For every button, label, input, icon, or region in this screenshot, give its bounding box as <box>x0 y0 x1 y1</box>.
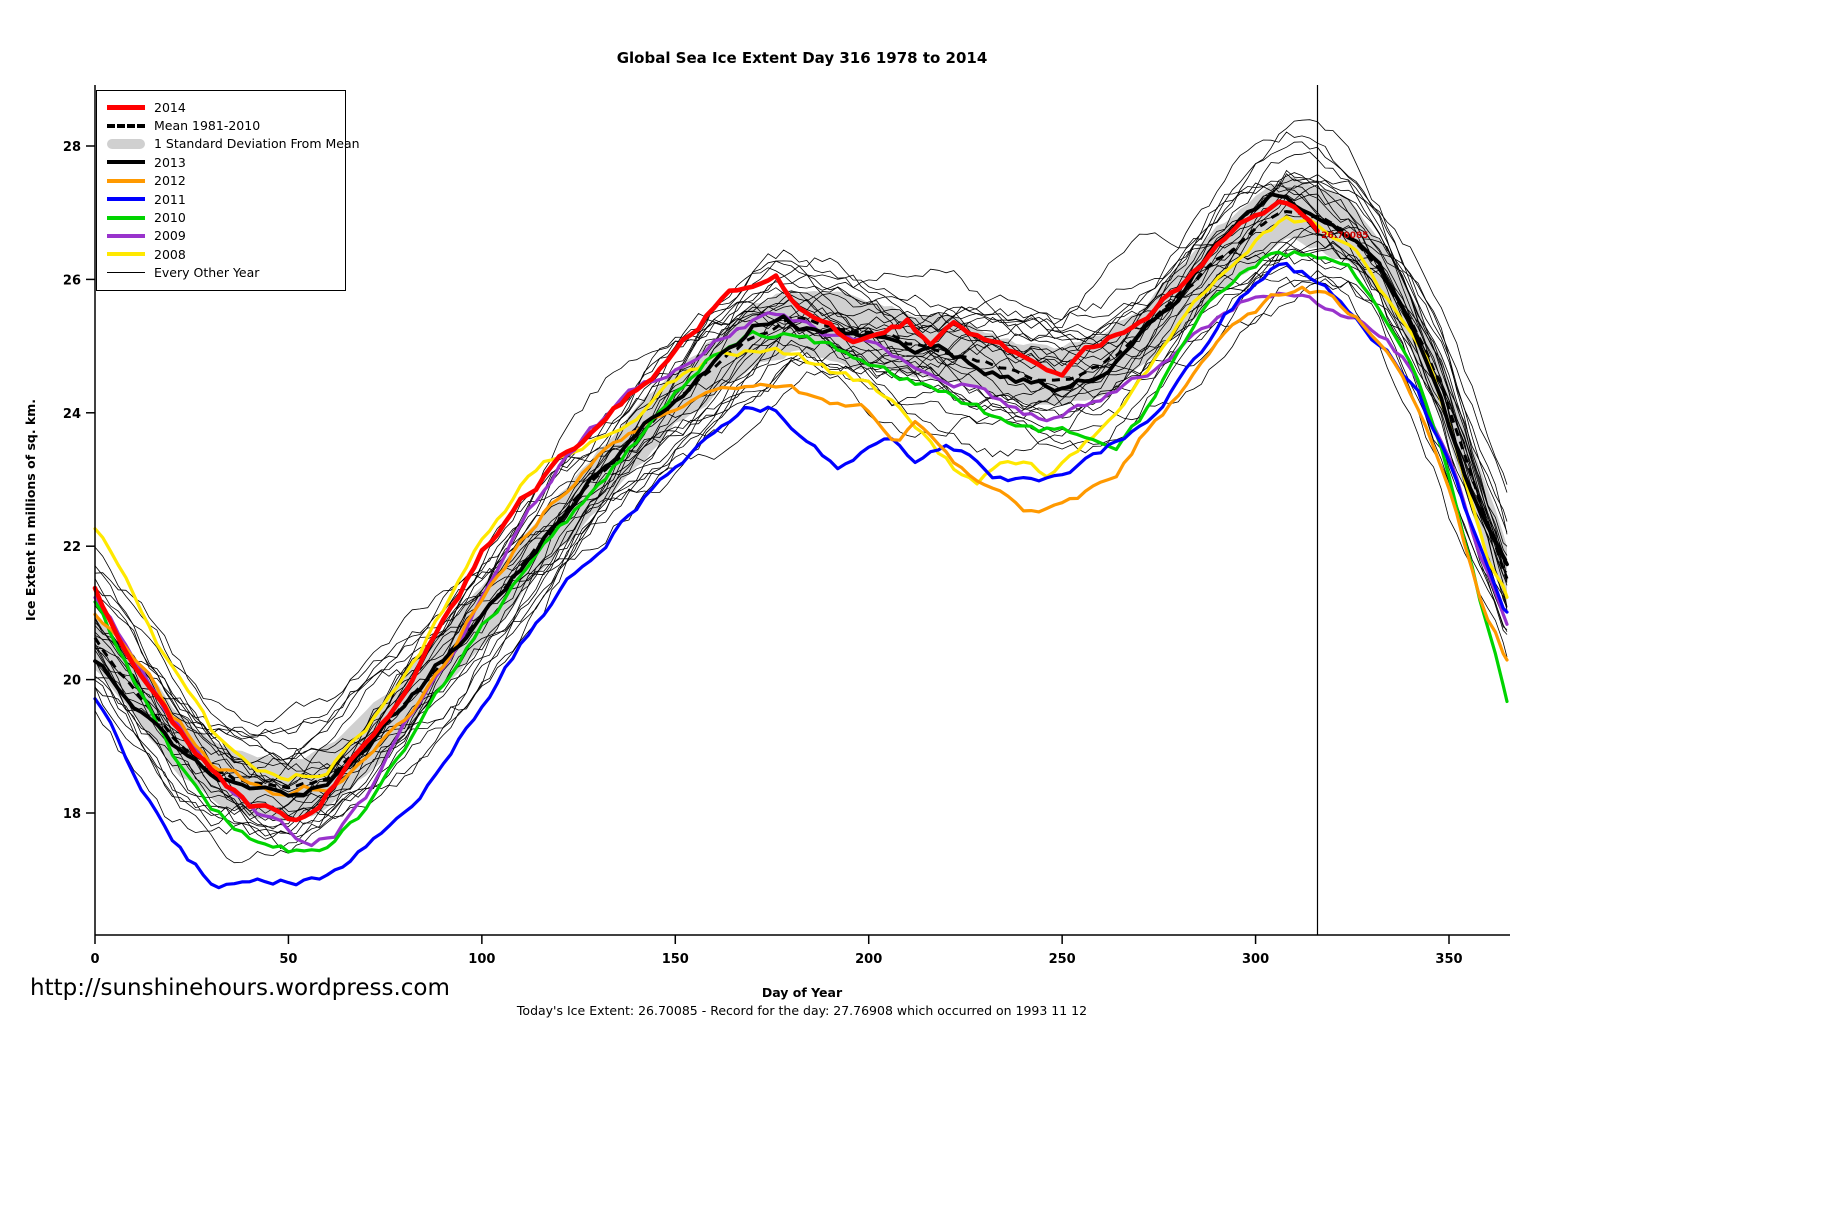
footer-url: http://sunshinehours.wordpress.com <box>30 975 450 1001</box>
legend-item-every-other-year: Every Other Year <box>107 265 335 281</box>
legend-swatch-dashed <box>107 123 145 128</box>
y-tick-label: 26 <box>63 273 81 288</box>
legend-label: Mean 1981-2010 <box>154 118 261 134</box>
year-line-2014 <box>92 199 1320 823</box>
legend-item-2013: 2013 <box>107 154 335 170</box>
legend-label: 2014 <box>154 99 186 115</box>
footer-caption: Today's Ice Extent: 26.70085 - Record fo… <box>516 1003 1087 1018</box>
x-tick-label: 0 <box>90 952 99 967</box>
y-tick-label: 18 <box>63 807 81 822</box>
y-tick-label: 24 <box>63 407 81 422</box>
year-line-2011 <box>93 261 1509 890</box>
legend-label: 2011 <box>154 191 186 207</box>
legend-label: 2013 <box>154 154 186 170</box>
x-tick-label: 150 <box>662 952 689 967</box>
year-line-2013 <box>93 192 1509 798</box>
legend-label: 2012 <box>154 173 186 189</box>
x-axis-label: Day of Year <box>762 985 843 1000</box>
legend-swatch-thin <box>107 272 145 274</box>
legend-swatch-line <box>107 178 145 183</box>
year-line-other <box>94 182 1508 786</box>
y-tick-label: 22 <box>63 540 81 555</box>
legend-item-1-standard-deviation-from-mean: 1 Standard Deviation From Mean <box>107 136 360 152</box>
legend-swatch-line <box>107 252 145 257</box>
x-tick-label: 350 <box>1435 952 1462 967</box>
y-tick-label: 28 <box>63 140 81 155</box>
chart-title: Global Sea Ice Extent Day 316 1978 to 20… <box>617 49 988 67</box>
legend-swatch-line <box>107 215 145 220</box>
legend: 2014 Mean 1981-2010 1 Standard Deviation F… <box>96 90 360 291</box>
legend-label: 1 Standard Deviation From Mean <box>154 136 360 152</box>
year-line-other <box>94 275 1508 835</box>
x-tick-label: 300 <box>1242 952 1269 967</box>
legend-swatch-line <box>107 104 145 110</box>
legend-item-2008: 2008 <box>107 246 335 262</box>
year-line-other <box>94 225 1508 840</box>
year-line-other <box>94 182 1508 779</box>
legend-item-mean-1981-2010: Mean 1981-2010 <box>107 117 335 133</box>
year-line-2010 <box>93 250 1509 854</box>
x-tick-label: 200 <box>855 952 882 967</box>
x-tick-label: 50 <box>279 952 297 967</box>
legend-swatch-line <box>107 197 145 202</box>
legend-swatch-line <box>107 233 145 238</box>
y-tick-label: 20 <box>63 674 81 689</box>
legend-item-2014: 2014 <box>107 99 335 115</box>
legend-label: 2010 <box>154 210 186 226</box>
legend-label: 2009 <box>154 228 186 244</box>
year-line-other <box>94 265 1508 822</box>
today-extent-annotation: 26.70085 <box>1321 231 1368 241</box>
y-axis-label: Ice Extent in millions of sq. km. <box>23 399 38 621</box>
year-line-other <box>94 119 1508 790</box>
plot-layers: 26.70085 18 20 22 24 26 28 0 50 100 150 200 250 300 35… <box>63 85 1510 967</box>
year-line-2008 <box>93 215 1509 782</box>
legend-swatch-line <box>107 160 145 165</box>
legend-label: 2008 <box>154 246 186 262</box>
mean-line <box>93 209 1509 790</box>
x-tick-label: 250 <box>1049 952 1076 967</box>
legend-item-2010: 2010 <box>107 209 335 225</box>
legend-item-2009: 2009 <box>107 228 335 244</box>
x-tick-label: 100 <box>468 952 495 967</box>
year-line-other <box>94 232 1508 864</box>
year-line-other <box>94 280 1508 827</box>
legend-label: Every Other Year <box>154 265 260 281</box>
legend-swatch-band <box>107 138 145 149</box>
year-line-other <box>94 151 1508 737</box>
legend-item-2012: 2012 <box>107 173 335 189</box>
legend-item-2011: 2011 <box>107 191 335 207</box>
